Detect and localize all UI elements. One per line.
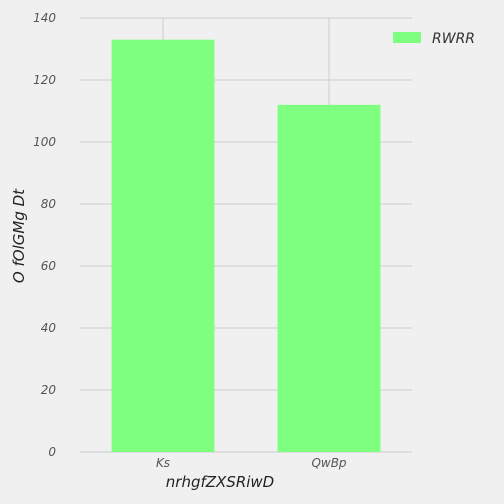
y-axis-label: O fOlGMg Dt (10, 188, 28, 283)
y-tick-label-20: 20 (41, 383, 57, 397)
y-tick-label-80: 80 (41, 197, 57, 211)
y-tick-label-40: 40 (41, 321, 57, 335)
legend-swatch-rwrr (393, 32, 421, 43)
y-tick-label-120: 120 (33, 73, 56, 87)
x-tick-label-QwBp: QwBp (311, 456, 346, 470)
bar-RWRR-Ks (111, 39, 215, 452)
legend: RWRR (393, 31, 475, 47)
y-tick-labels: 0 20 40 60 80 100 120 140 (33, 11, 56, 459)
y-tick-label-0: 0 (48, 445, 56, 459)
bars (111, 39, 381, 453)
y-tick-label-60: 60 (41, 259, 57, 273)
bar-RWRR-QwBp (277, 104, 381, 453)
x-axis-label: nrhgfZXSRiwD (166, 473, 274, 491)
x-tick-label-Ks: Ks (156, 456, 170, 470)
x-tick-labels: Ks QwBp (156, 456, 347, 470)
y-tick-label-140: 140 (33, 11, 56, 25)
y-tick-label-100: 100 (33, 135, 56, 149)
legend-label-rwrr: RWRR (432, 31, 475, 47)
